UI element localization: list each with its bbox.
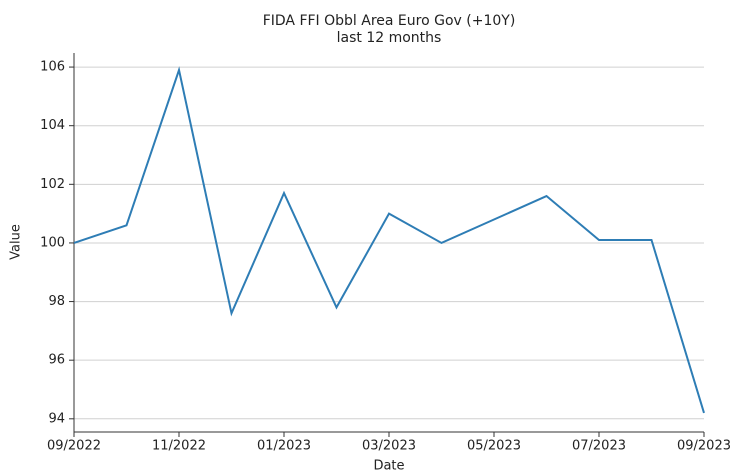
x-tick-label: 05/2023 — [467, 439, 521, 454]
y-tick-label: 104 — [40, 118, 65, 133]
y-tick-label: 94 — [48, 411, 65, 426]
x-tick-label: 07/2023 — [572, 439, 626, 454]
y-tick-label: 98 — [48, 294, 65, 309]
x-tick-label: 09/2022 — [47, 439, 101, 454]
x-tick-label: 11/2022 — [152, 439, 206, 454]
y-tick-label: 102 — [40, 177, 65, 192]
chart-title: FIDA FFI Obbl Area Euro Gov (+10Y) — [263, 13, 516, 29]
y-tick-label: 100 — [40, 235, 65, 250]
x-axis-label: Date — [373, 459, 404, 474]
y-tick-label: 106 — [40, 60, 65, 75]
chart-subtitle: last 12 months — [337, 30, 442, 46]
y-tick-label: 96 — [48, 353, 65, 368]
y-axis-label: Value — [9, 224, 24, 260]
x-tick-label: 03/2023 — [362, 439, 416, 454]
line-series — [73, 66, 705, 414]
x-tick-label: 01/2023 — [257, 439, 311, 454]
x-tick-label: 09/2023 — [677, 439, 731, 454]
